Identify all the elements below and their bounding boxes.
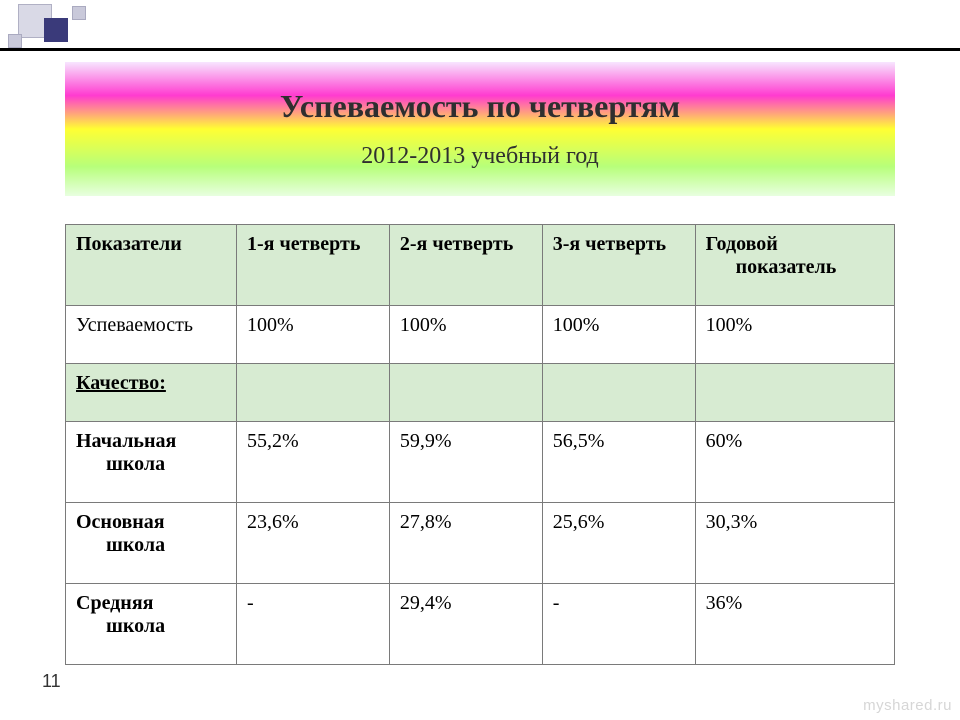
table-row: Основнаяшкола23,6%27,8%25,6%30,3% (66, 503, 895, 584)
table-cell: 60% (695, 422, 894, 503)
table-header-cell: Показатели (66, 225, 237, 306)
ornament-square (72, 6, 86, 20)
row-label: Качество: (66, 364, 237, 422)
table-cell (389, 364, 542, 422)
title-band: Успеваемость по четвертям 2012-2013 учеб… (65, 62, 895, 196)
table-cell: 30,3% (695, 503, 894, 584)
header-rule (0, 48, 960, 51)
slide-subtitle: 2012-2013 учебный год (65, 143, 895, 170)
row-label: Начальнаяшкола (66, 422, 237, 503)
table-cell: 55,2% (237, 422, 390, 503)
table-row: Средняяшкола-29,4%-36% (66, 584, 895, 665)
table-header-cell: 1-я четверть (237, 225, 390, 306)
table-cell: 25,6% (542, 503, 695, 584)
table-header-cell: 3-я четверть (542, 225, 695, 306)
ornament-square (8, 34, 22, 48)
row-label: Средняяшкола (66, 584, 237, 665)
table-cell: 29,4% (389, 584, 542, 665)
table-cell: 100% (542, 306, 695, 364)
table-row: Успеваемость100%100%100%100% (66, 306, 895, 364)
table-cell: 100% (695, 306, 894, 364)
table-cell: 100% (237, 306, 390, 364)
row-label: Основнаяшкола (66, 503, 237, 584)
table-cell: 36% (695, 584, 894, 665)
ornament-square (44, 18, 68, 42)
watermark: myshared.ru (863, 697, 952, 714)
table-cell (542, 364, 695, 422)
table-cell: 23,6% (237, 503, 390, 584)
table-cell: 100% (389, 306, 542, 364)
slide-title: Успеваемость по четвертям (65, 88, 895, 125)
row-label: Успеваемость (66, 306, 237, 364)
table-cell: 59,9% (389, 422, 542, 503)
table-header-cell: 2-я четверть (389, 225, 542, 306)
table-header-cell: Годовойпоказатель (695, 225, 894, 306)
performance-table: Показатели1-я четверть2-я четверть3-я че… (65, 224, 895, 665)
table-cell (237, 364, 390, 422)
table-row: Качество: (66, 364, 895, 422)
table-cell: 27,8% (389, 503, 542, 584)
table-cell: - (237, 584, 390, 665)
table-cell: - (542, 584, 695, 665)
page-number: 11 (42, 671, 61, 692)
table-cell: 56,5% (542, 422, 695, 503)
table-row: Начальнаяшкола55,2%59,9%56,5%60% (66, 422, 895, 503)
table-cell (695, 364, 894, 422)
corner-ornament (0, 0, 150, 60)
